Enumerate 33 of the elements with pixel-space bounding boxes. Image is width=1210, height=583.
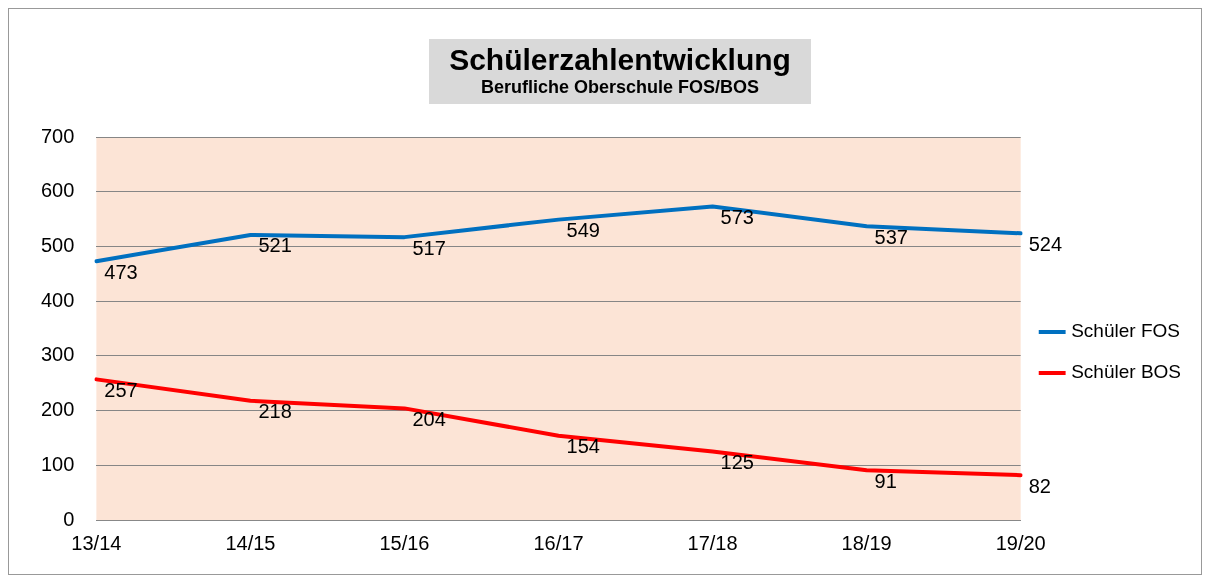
data-label: 257 [104,378,138,401]
data-label: 573 [720,206,754,228]
data-label: 204 [412,407,446,430]
data-label: 524 [1028,232,1063,255]
y-tick-label: 500 [40,233,75,256]
data-label: 125 [720,451,754,474]
x-tick-label: 13/14 [71,531,122,554]
chart-subtitle: Berufliche Oberschule FOS/BOS [479,77,761,98]
x-tick-label: 17/18 [687,531,738,554]
data-label: 549 [566,219,600,242]
legend-label: Schüler FOS [1071,320,1180,342]
data-label: 473 [104,260,138,283]
data-label: 154 [566,435,600,458]
y-tick-label: 600 [40,179,75,202]
chart-title: Schülerzahlentwicklung [448,43,792,77]
x-tick-label: 19/20 [995,531,1046,554]
data-label: 537 [874,225,908,248]
data-label: 218 [258,400,292,423]
legend-label: Schüler BOS [1071,361,1181,383]
y-tick-label: 200 [40,398,75,421]
y-tick-label: 700 [40,124,75,147]
data-label: 82 [1028,474,1051,497]
x-tick-label: 15/16 [379,531,430,554]
x-tick-label: 18/19 [841,531,892,554]
data-label: 521 [258,234,292,257]
x-tick-label: 14/15 [225,531,276,554]
y-tick-label: 400 [40,288,75,311]
y-tick-label: 300 [40,343,75,366]
y-tick-label: 100 [40,452,75,475]
y-tick-label: 0 [63,507,75,530]
data-label: 517 [412,236,446,259]
x-tick-label: 16/17 [533,531,584,554]
data-label: 91 [874,469,897,492]
